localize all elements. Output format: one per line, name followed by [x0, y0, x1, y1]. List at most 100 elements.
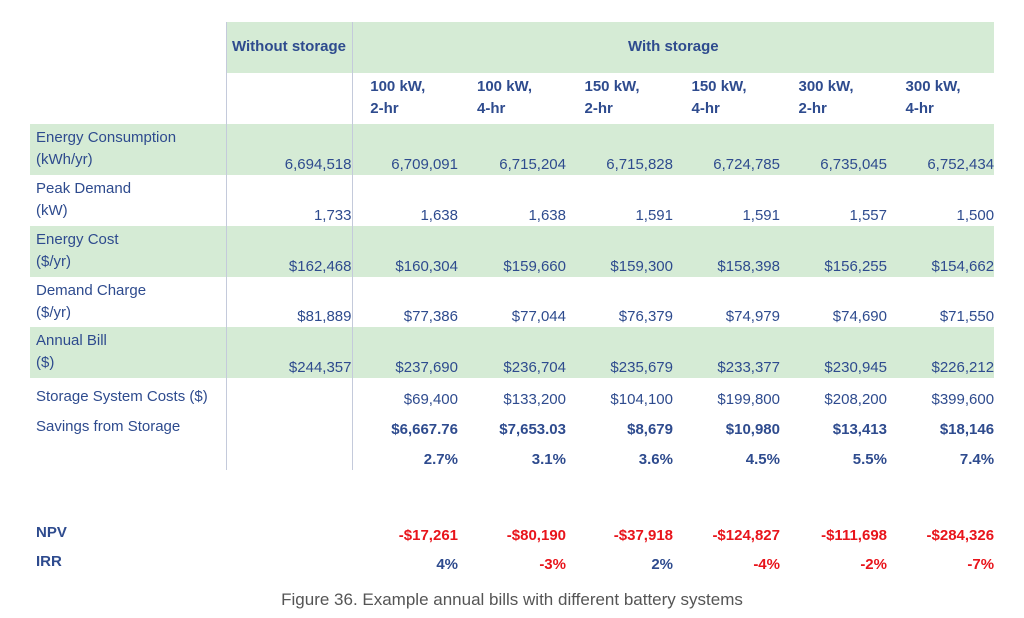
header-config: 300 kW, 4-hr: [887, 73, 994, 124]
savings-percent: 3.6%: [638, 451, 673, 468]
table-row: Annual Bill ($) $244,357 $237,690 $236,704 $2…: [30, 327, 995, 378]
row-label: IRR: [36, 553, 62, 570]
with-storage-value: $74,690: [832, 308, 887, 325]
irr-value: 4%: [436, 556, 458, 573]
with-storage-value: 1,638: [420, 207, 458, 224]
row-label: Storage System Costs ($): [30, 378, 227, 410]
with-storage-value: $154,662: [887, 226, 995, 277]
table-row: Peak Demand (kW) 1,733 1,638 1,638 1,591 1,591…: [30, 175, 994, 226]
irr-value: -3%: [539, 556, 566, 573]
table-row: 100 kW, 2-hr 100 kW, 4-hr 150 kW, 2-hr 150 …: [30, 73, 994, 124]
empty-cell: [226, 440, 353, 470]
without-storage-value: $162,468: [226, 226, 353, 277]
row-label-line: Energy Cost: [36, 231, 119, 248]
header-config: 100 kW, 4-hr: [458, 73, 566, 124]
npv-value: -$17,261: [398, 527, 458, 544]
row-label-line: Annual Bill: [36, 332, 107, 349]
savings-percent: 3.1%: [531, 451, 566, 468]
storage-cost-value: $208,200: [824, 391, 887, 408]
with-storage-value: 6,715,204: [458, 124, 566, 175]
table-row: IRR 4% -3% 2% -4% -2% -7%: [30, 546, 994, 575]
with-storage-value: $226,212: [887, 327, 995, 378]
with-storage-value: $160,304: [352, 226, 458, 277]
row-label-line: ($): [36, 354, 55, 371]
with-storage-value: $235,679: [566, 327, 673, 378]
row-label-line: ($/yr): [36, 304, 71, 321]
with-storage-value: 6,709,091: [352, 124, 458, 175]
with-storage-value: $76,379: [618, 308, 673, 325]
empty-cell: [226, 378, 353, 410]
row-label: Demand Charge ($/yr): [30, 277, 227, 327]
with-storage-value: $77,386: [403, 308, 458, 325]
savings-value: $10,980: [725, 421, 780, 438]
row-label-line: (kWh/yr): [36, 151, 93, 168]
row-label: Savings from Storage: [30, 410, 227, 440]
config-label: 150 kW, 2-hr: [584, 77, 640, 117]
with-storage-value: $158,398: [673, 226, 780, 277]
storage-cost-value: $133,200: [503, 391, 566, 408]
without-storage-value: $244,357: [226, 327, 353, 378]
savings-percent: 4.5%: [745, 451, 780, 468]
with-storage-value: $74,979: [725, 308, 780, 325]
empty-cell: [673, 470, 780, 517]
figure-caption: Figure 36. Example annual bills with dif…: [281, 590, 743, 609]
header-blank: [30, 73, 227, 124]
with-storage-value: $77,044: [511, 308, 566, 325]
with-storage-value: $71,550: [939, 308, 995, 325]
npv-value: -$37,918: [613, 527, 673, 544]
row-label-line: ($/yr): [36, 253, 71, 270]
table-row: NPV -$17,261 -$80,190 -$37,918 -$124,827 -$11…: [30, 517, 994, 546]
with-storage-value: 1,591: [742, 207, 780, 224]
savings-value: $7,653.03: [499, 421, 566, 438]
empty-cell: [226, 410, 353, 440]
irr-value: -7%: [967, 556, 995, 573]
empty-cell: [226, 546, 352, 575]
empty-cell: [887, 470, 994, 517]
row-label: Peak Demand (kW): [30, 175, 227, 226]
storage-cost-value: $69,400: [403, 391, 458, 408]
with-storage-value: 6,735,045: [780, 124, 887, 175]
config-label: 150 kW, 4-hr: [691, 77, 747, 117]
header-config: 150 kW, 2-hr: [566, 73, 673, 124]
irr-value: 2%: [651, 556, 673, 573]
row-label: Annual Bill ($): [30, 327, 227, 378]
empty-cell: [226, 470, 352, 517]
row-label-line: Demand Charge: [36, 282, 147, 299]
battery-bill-table: Without storage With storage 100 kW, 2-hr 1…: [30, 22, 995, 575]
row-label-line: (kW): [36, 202, 68, 219]
row-label: Energy Consumption (kWh/yr): [30, 124, 227, 175]
npv-value: -$124,827: [712, 527, 780, 544]
irr-value: -2%: [860, 556, 887, 573]
config-label: 100 kW, 2-hr: [370, 77, 426, 117]
savings-value: $6,667.76: [391, 421, 458, 438]
row-label-line: Peak Demand: [36, 180, 132, 197]
savings-percent: 2.7%: [423, 451, 458, 468]
with-storage-value: $156,255: [780, 226, 887, 277]
with-storage-value: 6,715,828: [566, 124, 673, 175]
with-storage-value: $159,660: [458, 226, 566, 277]
config-label: 300 kW, 4-hr: [905, 77, 961, 117]
empty-cell: [226, 517, 352, 546]
with-storage-value: $237,690: [352, 327, 458, 378]
empty-cell: [780, 470, 887, 517]
header-config: 300 kW, 2-hr: [780, 73, 887, 124]
table-row: Without storage With storage: [30, 22, 995, 73]
empty-cell: [30, 470, 226, 517]
empty-cell: [458, 470, 566, 517]
with-storage-value: 1,638: [528, 207, 566, 224]
without-storage-value: $81,889: [226, 277, 353, 327]
storage-cost-value: $199,800: [717, 391, 780, 408]
header-blank: [226, 73, 353, 124]
without-storage-value: 1,733: [226, 175, 353, 226]
irr-value: -4%: [753, 556, 780, 573]
row-label: Energy Cost ($/yr): [30, 226, 227, 277]
with-storage-value: 1,591: [635, 207, 673, 224]
table-row: Savings from Storage $6,667.76 $7,653.03 $8…: [30, 410, 994, 440]
without-storage-value: 6,694,518: [226, 124, 353, 175]
header-blank: [30, 22, 227, 73]
with-storage-value: 1,557: [849, 207, 887, 224]
header-without-storage: Without storage: [226, 22, 353, 73]
npv-value: -$80,190: [506, 527, 566, 544]
header-config: 150 kW, 4-hr: [673, 73, 780, 124]
table-row: 2.7% 3.1% 3.6% 4.5% 5.5% 7.4%: [30, 440, 994, 470]
